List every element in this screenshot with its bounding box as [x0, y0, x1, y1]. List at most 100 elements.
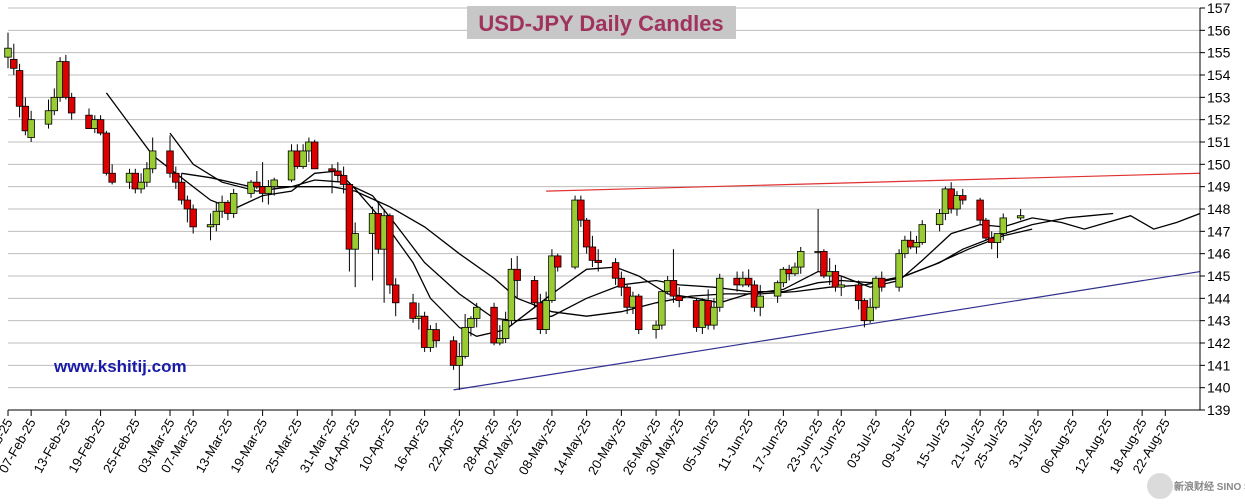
candle [247, 179, 255, 198]
candle [918, 220, 926, 245]
moving-average-medium [169, 132, 1114, 322]
candle-body [212, 210, 221, 226]
moving-average-short [105, 92, 1201, 337]
candle [1016, 209, 1025, 221]
candle [229, 188, 238, 218]
candle-body [658, 291, 666, 326]
candle [999, 213, 1007, 241]
y-tick-label: 149 [1207, 179, 1231, 195]
candle [976, 197, 984, 225]
candle-body [675, 295, 683, 301]
y-tick-label: 156 [1207, 22, 1231, 38]
candle [744, 269, 753, 288]
candle-body [837, 284, 845, 288]
candle [912, 235, 921, 254]
candle-body [490, 306, 498, 344]
candle [710, 298, 718, 330]
candle-body [716, 277, 724, 308]
y-tick-label: 148 [1207, 201, 1231, 217]
y-tick-label: 152 [1207, 112, 1231, 128]
candle [854, 280, 863, 310]
y-tick-label: 144 [1207, 290, 1231, 306]
y-tick-label: 154 [1207, 67, 1231, 83]
candle [831, 264, 840, 292]
candle-body [530, 280, 539, 304]
candle [96, 115, 105, 136]
candle-body [594, 259, 602, 264]
candle-body [253, 181, 261, 188]
candle [212, 202, 221, 232]
grid [8, 7, 1205, 411]
candle [432, 322, 440, 348]
candle [507, 258, 516, 326]
candle-body [773, 282, 782, 297]
candle-body [172, 172, 180, 183]
candle-body [137, 181, 145, 190]
candle [472, 302, 481, 328]
candle-body [391, 284, 400, 304]
candle [44, 99, 53, 129]
candle-body [501, 320, 510, 339]
candle-body [189, 208, 197, 228]
candle [872, 276, 880, 310]
candle-body [577, 199, 585, 221]
candle-body [345, 184, 354, 250]
candle-body [62, 61, 70, 98]
candle-body [44, 110, 53, 125]
candle [310, 139, 319, 170]
candle-body [455, 355, 464, 366]
candle [10, 43, 18, 75]
candle-body [10, 58, 18, 69]
candle-body [744, 277, 753, 286]
candle [797, 246, 805, 274]
candle-body [912, 242, 921, 248]
candle [345, 182, 354, 272]
candle-body [791, 266, 799, 275]
candle-body [548, 255, 556, 301]
logo-badge: 新浪财经 SINO SOUND [1147, 473, 1245, 499]
trendline-1 [546, 172, 1201, 192]
candle-body [571, 199, 579, 268]
candle-body [918, 224, 926, 243]
candle [658, 291, 666, 330]
candle [108, 164, 116, 185]
candle [339, 166, 348, 194]
candle [143, 162, 151, 187]
axes [7, 8, 1201, 416]
candle [334, 162, 342, 183]
watermark-url: www.kshitij.com [53, 357, 187, 376]
y-tick-label: 146 [1207, 246, 1231, 262]
candle-body [513, 268, 521, 281]
y-tick-label: 140 [1207, 380, 1231, 396]
y-tick-label: 139 [1207, 402, 1231, 418]
candle-body [993, 233, 1002, 243]
moving-average-long [181, 172, 1033, 317]
candle [982, 217, 990, 241]
candle-body [652, 324, 660, 330]
y-tick-label: 151 [1207, 134, 1231, 150]
y-tick-label: 153 [1207, 89, 1231, 105]
y-tick-label: 155 [1207, 45, 1231, 61]
candle-body [50, 96, 58, 112]
candle-body [339, 175, 348, 185]
candle-body [797, 251, 805, 268]
candle [542, 291, 550, 335]
candle-body [432, 329, 440, 342]
candle-body [710, 306, 718, 326]
candle-body [409, 302, 417, 319]
candle [501, 311, 510, 343]
candle-body [96, 119, 105, 134]
candle [391, 278, 400, 317]
candle-body [895, 253, 903, 288]
candle [183, 195, 192, 223]
candle-body [953, 195, 961, 210]
candle-body [635, 295, 643, 331]
candle [791, 262, 799, 276]
candle-body [148, 150, 157, 170]
candle-body [310, 141, 319, 170]
trendlines [453, 172, 1201, 391]
candle-body [779, 268, 788, 284]
candle-body [264, 186, 273, 194]
candle [131, 168, 140, 194]
